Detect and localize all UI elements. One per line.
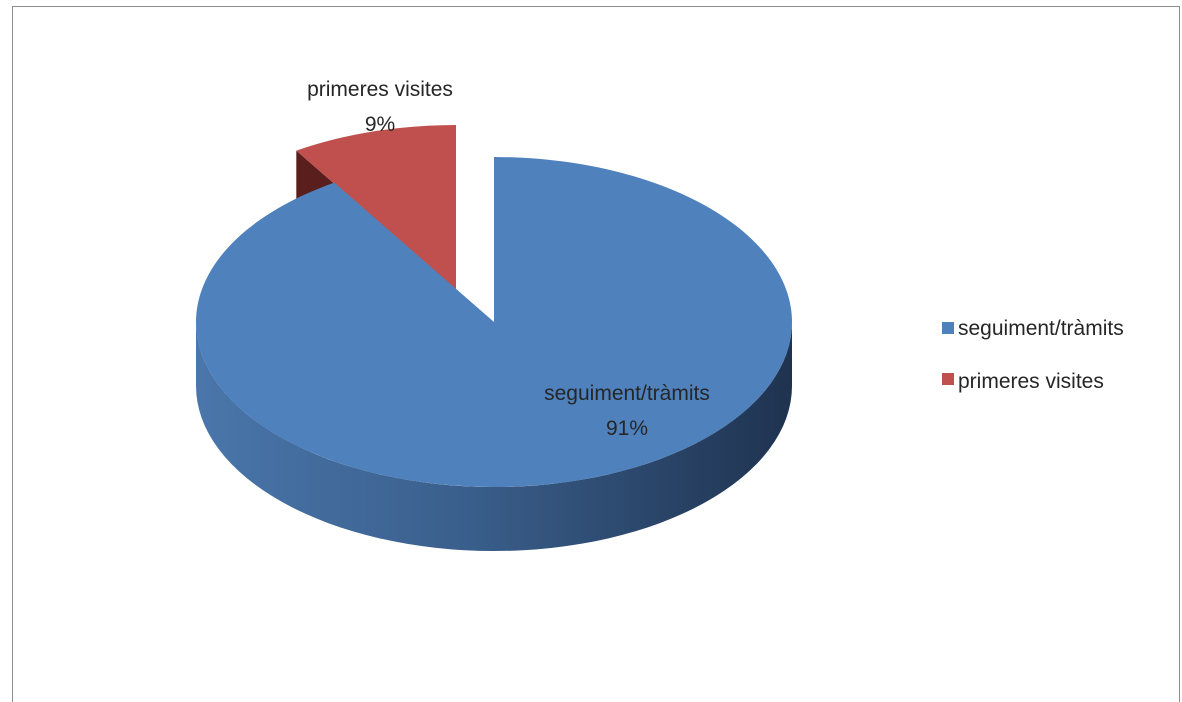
legend-entry-seguiment: seguiment/tràmits — [958, 317, 1124, 340]
legend-swatch-seguiment — [942, 322, 954, 334]
pie-slice-top-0 — [196, 157, 792, 487]
pie-slice-0 — [196, 157, 792, 551]
pie-layer — [196, 125, 792, 551]
legend-swatch-primeres — [942, 373, 954, 385]
slice-label-seguiment: seguiment/tràmits — [544, 382, 710, 405]
legend-entry-primeres: primeres visites — [958, 370, 1104, 393]
slice-percent-primeres: 9% — [365, 113, 395, 136]
slice-label-primeres: primeres visites — [307, 78, 453, 101]
slice-percent-seguiment: 91% — [606, 417, 648, 440]
legend: seguiment/tràmits primeres visites — [942, 317, 1124, 393]
